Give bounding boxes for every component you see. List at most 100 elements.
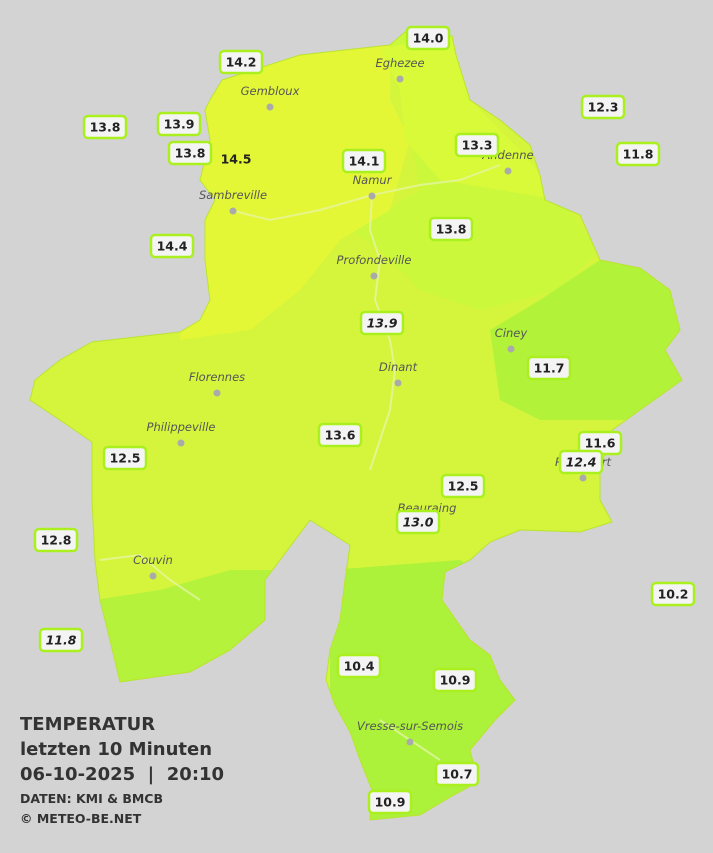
legend: TEMPERATUR letzten 10 Minuten 06-10-2025…: [20, 714, 224, 826]
station-box: [82, 114, 128, 140]
station: 10.2: [650, 581, 696, 607]
city-label: Ciney: [495, 326, 528, 340]
station-value: 13.3: [462, 138, 493, 153]
station-value: 11.7: [534, 361, 565, 376]
station-box: [359, 310, 405, 336]
station-value: 10.9: [375, 795, 406, 810]
station-box: [341, 148, 387, 174]
station-value: 10.9: [440, 673, 471, 688]
legend-title: TEMPERATUR: [20, 714, 155, 735]
station: 12.3: [580, 94, 626, 120]
station-value: 12.8: [41, 533, 72, 548]
station-box: [33, 527, 79, 553]
station: 10.7: [434, 761, 480, 787]
city-dot: [149, 572, 157, 580]
station-box: [580, 94, 626, 120]
station-box: [428, 216, 474, 242]
station-value: 11.8: [46, 633, 77, 648]
station-value: 12.5: [448, 479, 479, 494]
station-value: 10.2: [658, 587, 689, 602]
station-box: [454, 132, 500, 158]
city-label: Sambreville: [199, 188, 267, 202]
station-box: [395, 509, 441, 535]
station-box: [432, 667, 478, 693]
station-box: [440, 473, 486, 499]
city-dot: [370, 272, 378, 280]
station: 14.2: [218, 49, 264, 75]
station: 13.8: [167, 140, 213, 166]
station: 13.8: [428, 216, 474, 242]
station-value: 13.9: [164, 117, 195, 132]
station-box: [102, 445, 148, 471]
city-label: Namur: [353, 173, 393, 187]
station: 11.8: [615, 141, 661, 167]
city-label: Gembloux: [241, 84, 300, 98]
station-box: [218, 49, 264, 75]
city-label: Philippeville: [147, 420, 216, 434]
station-value: 14.5: [221, 152, 252, 167]
station-value: 10.7: [442, 767, 473, 782]
station-box: [558, 449, 604, 475]
station-value: 13.6: [325, 428, 356, 443]
station-box: [167, 140, 213, 166]
station-value: 13.8: [175, 146, 206, 161]
station-value: 14.0: [413, 31, 444, 46]
station-value: 11.6: [585, 436, 616, 451]
station-value: 13.0: [403, 515, 434, 530]
station: 13.0: [395, 509, 441, 535]
city-label: Couvin: [133, 553, 173, 567]
city-label: Florennes: [189, 370, 245, 384]
city-dot: [213, 389, 221, 397]
station: 14.5: [221, 152, 252, 167]
station: 11.8: [38, 627, 84, 653]
legend-copyright: © METEO-BE.NET: [20, 811, 142, 826]
station-value: 12.3: [588, 100, 619, 115]
legend-datetime: 06-10-2025 | 20:10: [20, 764, 224, 785]
station-box: [317, 422, 363, 448]
station-box: [615, 141, 661, 167]
station: 12.4: [558, 449, 604, 475]
station: 11.6: [577, 430, 623, 456]
station-value: 13.8: [90, 120, 121, 135]
station-value: 14.1: [349, 154, 380, 169]
city-dot: [266, 103, 274, 111]
legend-subtitle: letzten 10 Minuten: [20, 739, 212, 760]
station: 14.1: [341, 148, 387, 174]
station-value: 12.5: [110, 451, 141, 466]
city-dot: [394, 379, 402, 387]
station: 14.0: [405, 25, 451, 51]
station: 12.8: [33, 527, 79, 553]
station-box: [156, 111, 202, 137]
station-value: 13.8: [436, 222, 467, 237]
city-dot: [368, 192, 376, 200]
station: 13.3: [454, 132, 500, 158]
station-box: [367, 789, 413, 815]
station: 13.9: [156, 111, 202, 137]
station-box: [434, 761, 480, 787]
city-label: Profondeville: [337, 253, 412, 267]
station-value: 14.2: [226, 55, 257, 70]
station: 12.5: [440, 473, 486, 499]
station: 10.9: [367, 789, 413, 815]
city-dot: [229, 207, 237, 215]
station: 13.8: [82, 114, 128, 140]
station-value: 11.8: [623, 147, 654, 162]
city-label: Eghezee: [375, 56, 424, 70]
station-value: 14.4: [157, 239, 188, 254]
stations: 14.0 14.2 13.9 13.8 13.8 14.5 14.1 13.3 12.3 11.8…: [33, 25, 696, 815]
city-dot: [177, 439, 185, 447]
station: 10.4: [336, 653, 382, 679]
station-box: [650, 581, 696, 607]
station: 12.5: [102, 445, 148, 471]
station-value: 10.4: [344, 659, 375, 674]
station: 10.9: [432, 667, 478, 693]
station: 11.7: [526, 355, 572, 381]
station: 13.9: [359, 310, 405, 336]
station: 13.6: [317, 422, 363, 448]
station-box: [526, 355, 572, 381]
station-box: [336, 653, 382, 679]
station: 14.4: [149, 233, 195, 259]
station-box: [38, 627, 84, 653]
city-dot: [406, 738, 414, 746]
